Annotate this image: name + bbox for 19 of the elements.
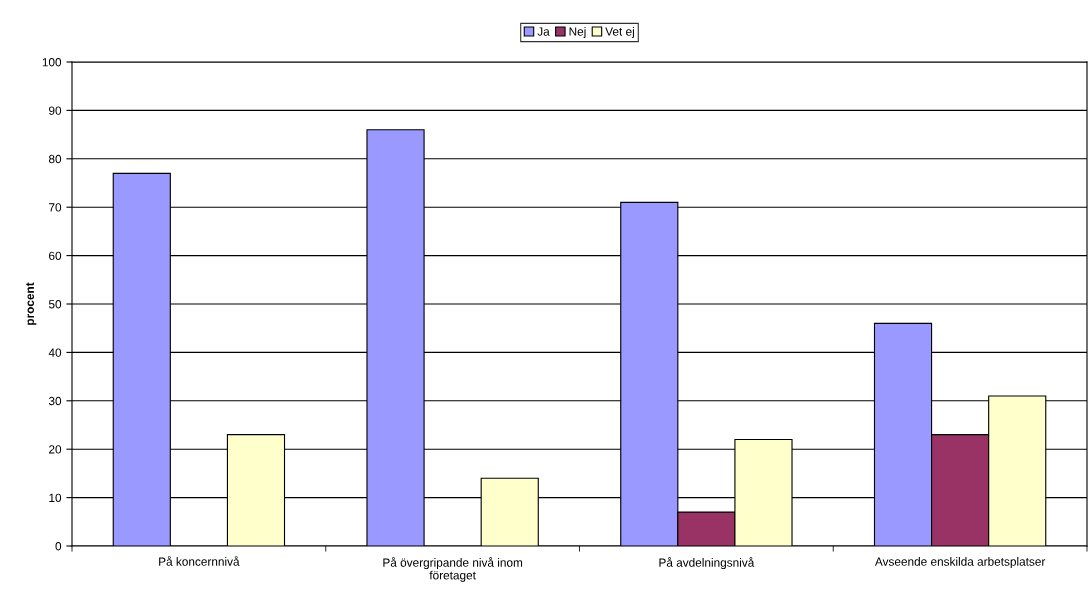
- y-tick-label: 70: [49, 203, 62, 212]
- legend-label: Vet ej: [605, 27, 634, 39]
- y-tick-label: 60: [49, 251, 62, 260]
- y-tick-label: 90: [49, 106, 62, 115]
- y-tick-label: 20: [49, 445, 62, 454]
- y-tick-label: 50: [48, 300, 62, 309]
- y-tick-label: 0: [55, 542, 62, 551]
- y-tick-label: 40: [48, 348, 62, 357]
- x-tick-label: På koncernnivå: [159, 556, 240, 566]
- y-tick-label: 80: [48, 154, 62, 164]
- x-tick-label: På övergripande nivå inom företaget: [383, 557, 523, 582]
- legend-label: Nej: [569, 27, 586, 39]
- y-tick-label: 10: [49, 493, 62, 502]
- x-tick-label: Avseende enskilda arbetsplatser: [874, 557, 1046, 569]
- y-tick-label: 100: [42, 58, 62, 67]
- y-tick-label: 30: [48, 396, 62, 406]
- y-axis-title: procent: [26, 282, 37, 325]
- x-tick-label: På avdelningsnivå: [659, 557, 755, 570]
- legend-label: Ja: [537, 27, 550, 36]
